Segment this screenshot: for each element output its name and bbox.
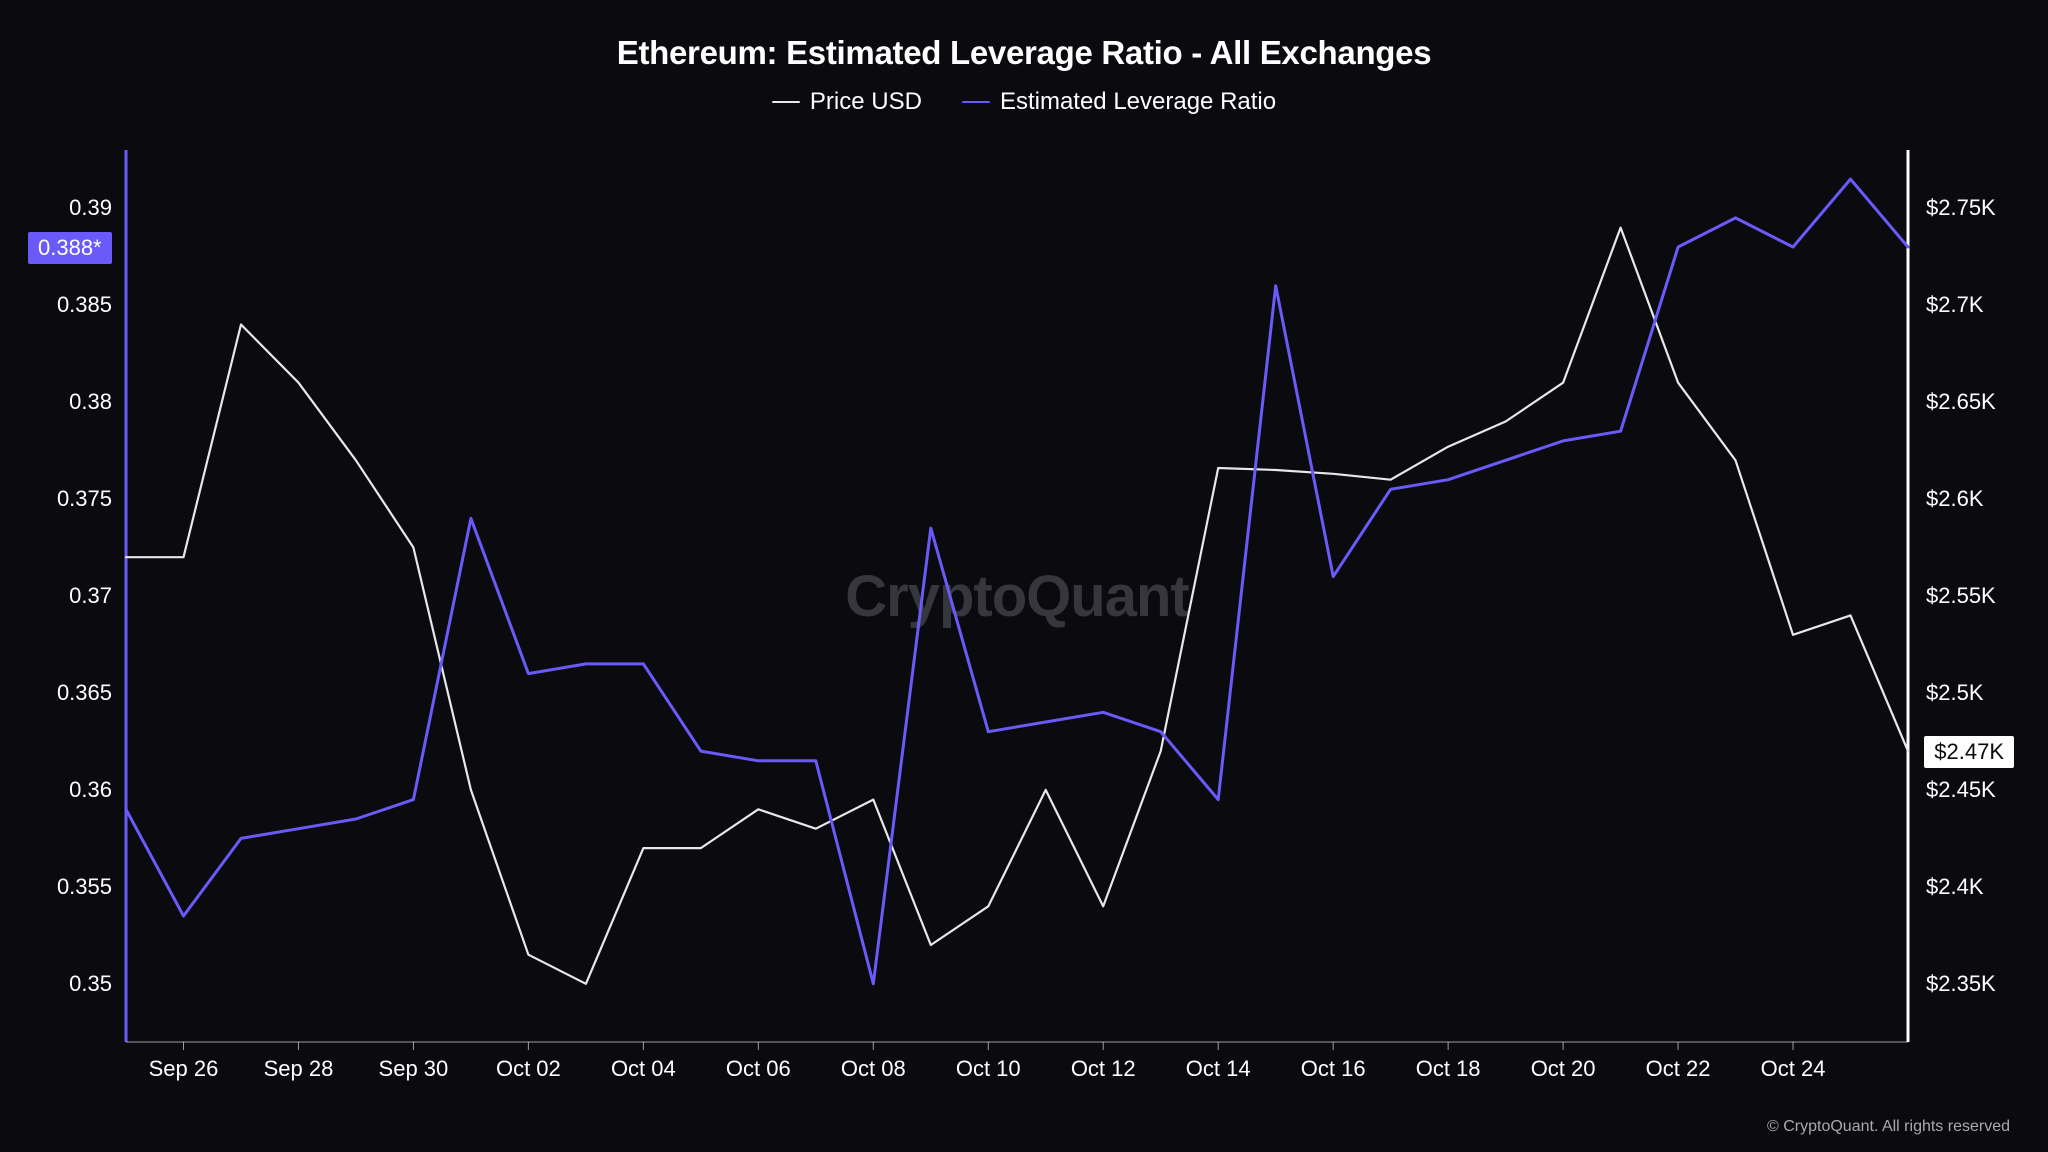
chart-legend: Price USD Estimated Leverage Ratio bbox=[0, 88, 2048, 116]
svg-text:$2.45K: $2.45K bbox=[1926, 777, 1996, 802]
svg-text:$2.35K: $2.35K bbox=[1926, 971, 1996, 996]
legend-item-leverage: Estimated Leverage Ratio bbox=[962, 88, 1276, 116]
svg-text:$2.55K: $2.55K bbox=[1926, 583, 1996, 608]
svg-text:Oct 10: Oct 10 bbox=[956, 1056, 1021, 1081]
svg-text:Oct 24: Oct 24 bbox=[1761, 1056, 1826, 1081]
svg-text:0.37: 0.37 bbox=[69, 583, 112, 608]
chart-svg: CryptoQuant 0.35 0.355 0.36 0.365 0.37 0.375 0.… bbox=[0, 150, 2048, 1112]
svg-text:$2.75K: $2.75K bbox=[1926, 195, 1996, 220]
svg-text:Oct 16: Oct 16 bbox=[1301, 1056, 1366, 1081]
svg-text:$2.6K: $2.6K bbox=[1926, 486, 1984, 511]
svg-text:Oct 04: Oct 04 bbox=[611, 1056, 676, 1081]
svg-text:Oct 06: Oct 06 bbox=[726, 1056, 791, 1081]
svg-text:Sep 30: Sep 30 bbox=[379, 1056, 449, 1081]
left-value-badge: 0.388* bbox=[28, 232, 112, 264]
svg-text:Oct 18: Oct 18 bbox=[1416, 1056, 1481, 1081]
svg-text:CryptoQuant: CryptoQuant bbox=[845, 564, 1189, 629]
chart-container: Ethereum: Estimated Leverage Ratio - All… bbox=[0, 0, 2048, 1152]
svg-text:Oct 14: Oct 14 bbox=[1186, 1056, 1251, 1081]
legend-label-price: Price USD bbox=[810, 88, 922, 116]
svg-text:0.385: 0.385 bbox=[57, 292, 112, 317]
copyright-text: © CryptoQuant. All rights reserved bbox=[1767, 1118, 2010, 1136]
legend-swatch-leverage bbox=[962, 101, 990, 103]
svg-text:0.365: 0.365 bbox=[57, 680, 112, 705]
chart-title: Ethereum: Estimated Leverage Ratio - All… bbox=[0, 0, 2048, 72]
svg-text:0.35: 0.35 bbox=[69, 971, 112, 996]
legend-label-leverage: Estimated Leverage Ratio bbox=[1000, 88, 1276, 116]
svg-text:0.355: 0.355 bbox=[57, 874, 112, 899]
svg-text:$2.4K: $2.4K bbox=[1926, 874, 1984, 899]
legend-item-price: Price USD bbox=[772, 88, 922, 116]
svg-text:$2.7K: $2.7K bbox=[1926, 292, 1984, 317]
svg-text:0.36: 0.36 bbox=[69, 777, 112, 802]
svg-text:Sep 28: Sep 28 bbox=[264, 1056, 334, 1081]
svg-text:0.39: 0.39 bbox=[69, 195, 112, 220]
svg-text:Oct 22: Oct 22 bbox=[1646, 1056, 1711, 1081]
svg-text:Oct 12: Oct 12 bbox=[1071, 1056, 1136, 1081]
chart-plot-area: CryptoQuant 0.35 0.355 0.36 0.365 0.37 0.375 0.… bbox=[0, 150, 2048, 1112]
svg-text:0.375: 0.375 bbox=[57, 486, 112, 511]
svg-text:Oct 02: Oct 02 bbox=[496, 1056, 561, 1081]
svg-text:0.38: 0.38 bbox=[69, 389, 112, 414]
svg-text:Oct 08: Oct 08 bbox=[841, 1056, 906, 1081]
right-value-badge: $2.47K bbox=[1924, 736, 2014, 768]
svg-text:Sep 26: Sep 26 bbox=[149, 1056, 219, 1081]
svg-text:$2.65K: $2.65K bbox=[1926, 389, 1996, 414]
svg-text:Oct 20: Oct 20 bbox=[1531, 1056, 1596, 1081]
legend-swatch-price bbox=[772, 101, 800, 103]
svg-text:$2.5K: $2.5K bbox=[1926, 680, 1984, 705]
